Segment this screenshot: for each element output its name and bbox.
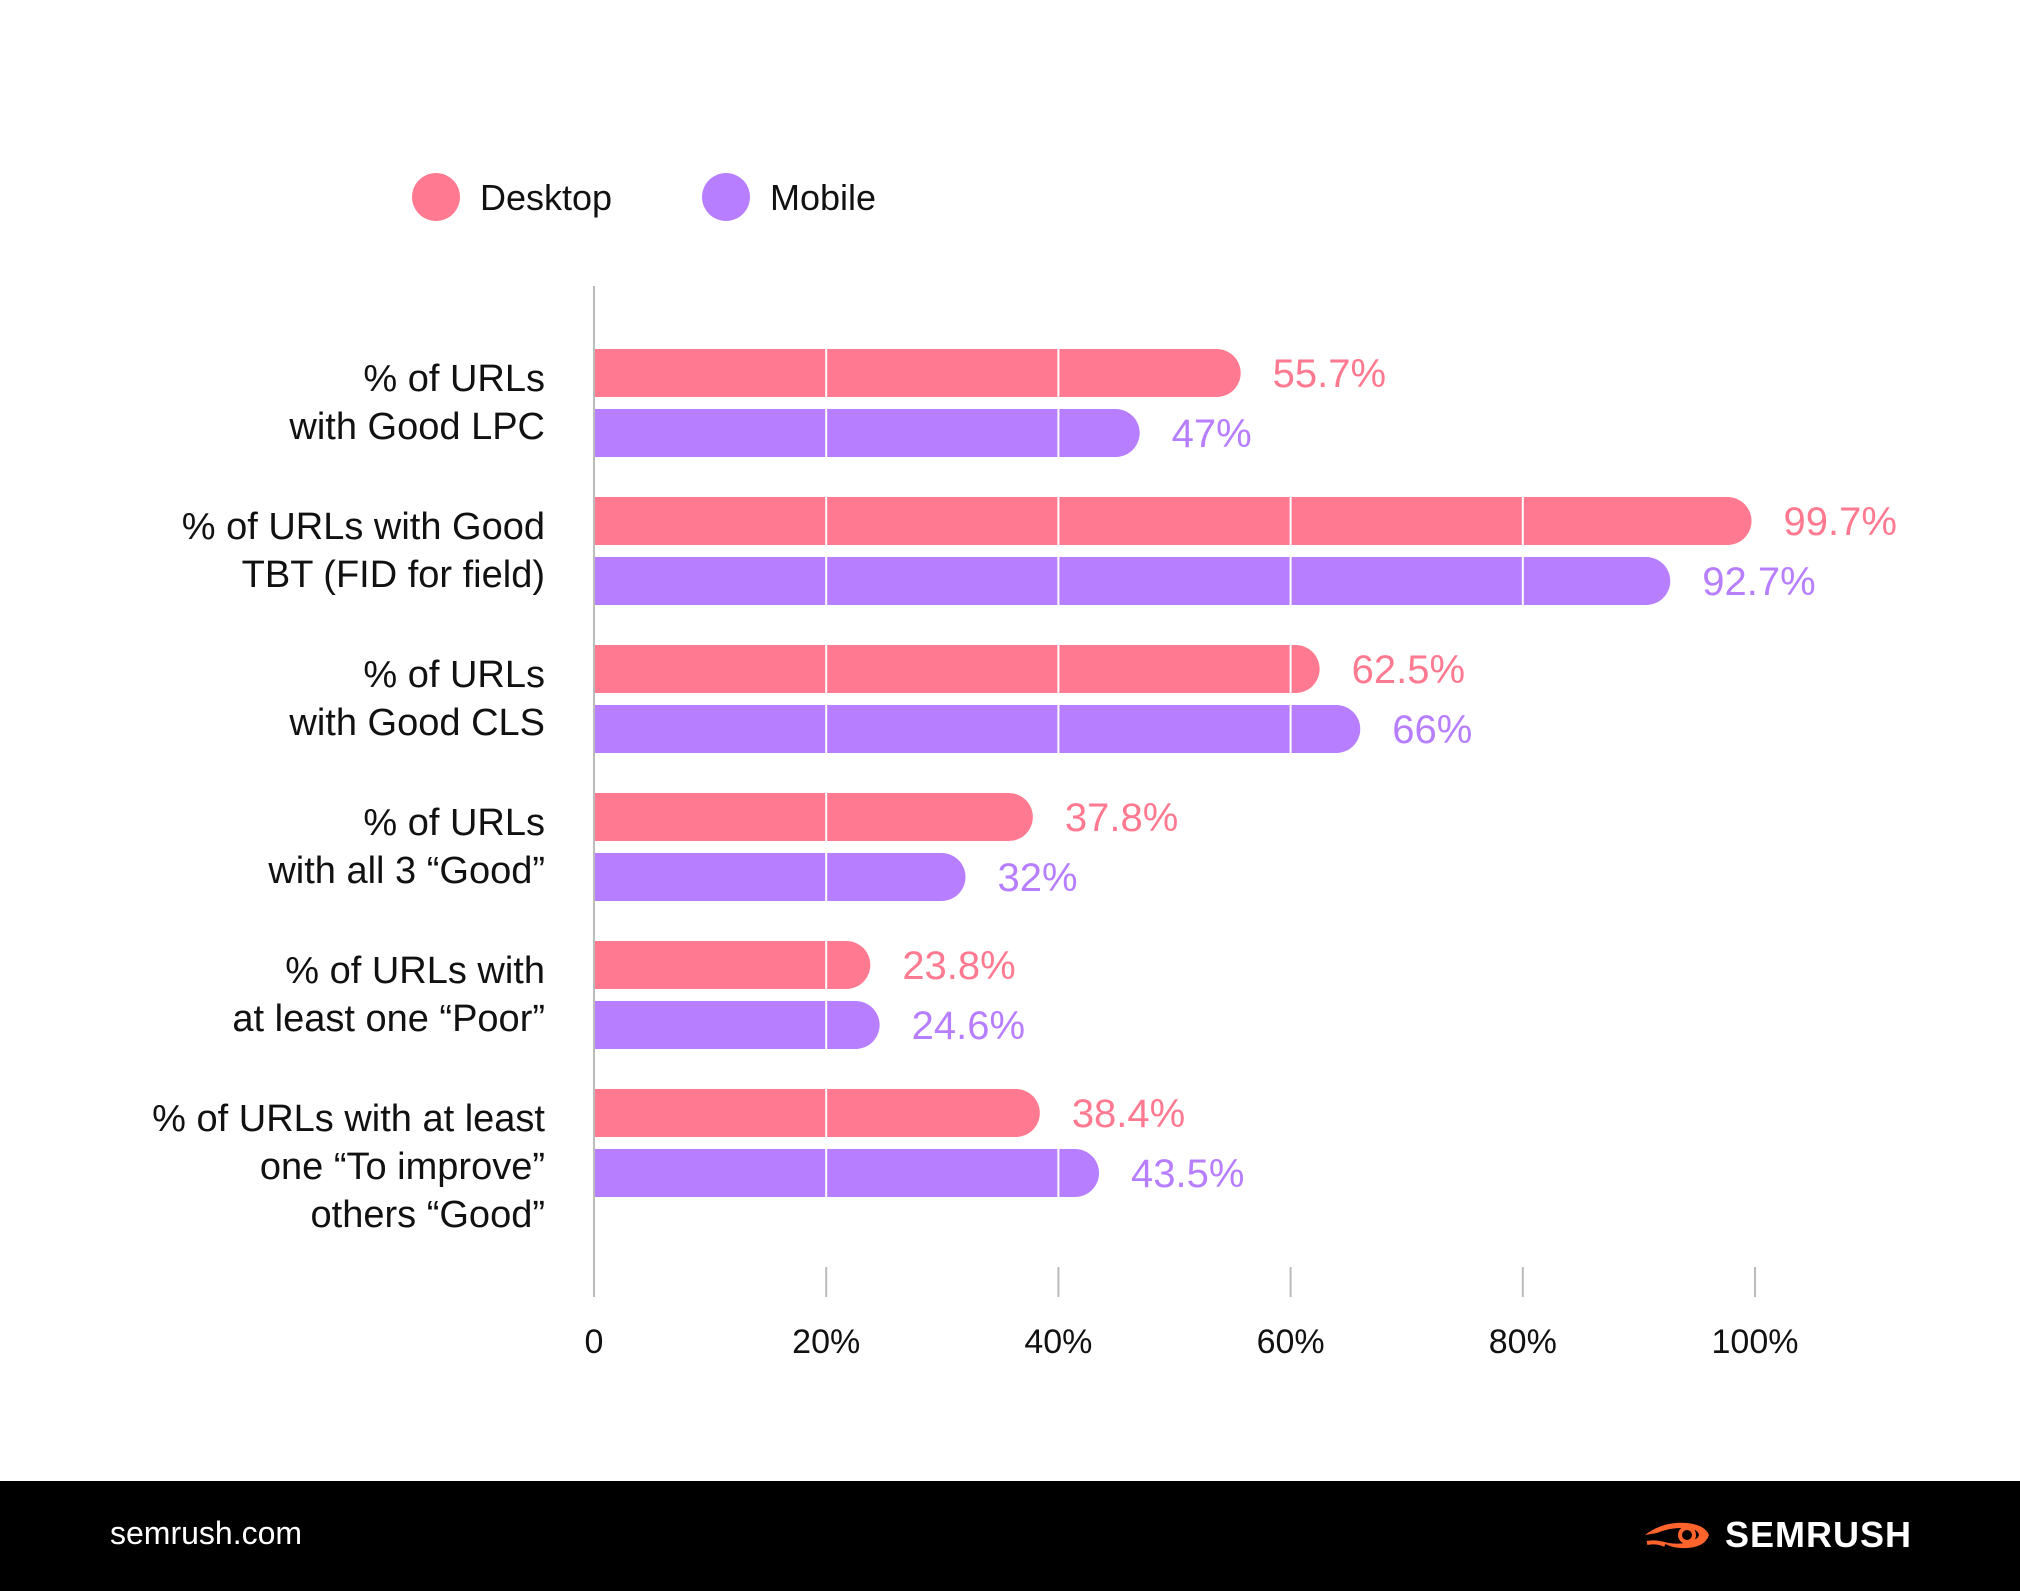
legend-swatch-desktop: [412, 173, 460, 221]
x-axis: 0 20% 40% 60% 80% 100%: [585, 286, 1799, 1361]
x-tick-label-1: 20%: [792, 1323, 860, 1361]
legend-swatch-mobile: [702, 173, 750, 221]
category-labels: % of URLs with Good LPC % of URLs with Goo…: [152, 358, 545, 1236]
chart-legend: Desktop Mobile: [412, 173, 876, 221]
bar-desktop-4: [594, 941, 871, 989]
category-label-5: % of URLs with at least one “To improve” o…: [152, 1098, 545, 1236]
value-label-mobile-3: 32%: [998, 856, 1078, 900]
grid-lines: [825, 286, 1756, 1205]
semrush-logo: SEMRUSH: [1643, 1507, 1912, 1563]
category-label-2: % of URLs with Good CLS: [288, 654, 545, 744]
value-label-mobile-2: 66%: [1392, 708, 1472, 752]
value-label-desktop-1: 99.7%: [1784, 500, 1897, 544]
bar-mobile-5: [594, 1149, 1100, 1197]
bar-mobile-2: [594, 705, 1361, 753]
bar-mobile-3: [594, 853, 966, 901]
value-label-desktop-4: 23.8%: [902, 944, 1015, 988]
x-tick-label-2: 40%: [1024, 1323, 1092, 1361]
bar-chart: Desktop Mobile 0 20% 40% 60% 80% 100% % of URL…: [152, 173, 1897, 1361]
category-label-3: % of URLs with all 3 “Good”: [267, 802, 545, 892]
category-label-4: % of URLs with at least one “Poor”: [232, 950, 545, 1040]
category-label-1: % of URLs with Good TBT (FID for field): [182, 506, 545, 596]
bar-desktop-3: [594, 793, 1033, 841]
value-label-mobile-0: 47%: [1172, 412, 1252, 456]
value-label-mobile-1: 92.7%: [1702, 560, 1815, 604]
bar-desktop-2: [594, 645, 1320, 693]
semrush-flame-icon: [1644, 1522, 1709, 1549]
value-label-mobile-5: 43.5%: [1131, 1152, 1244, 1196]
x-tick-label-5: 100%: [1712, 1323, 1799, 1361]
bar-desktop-0: [594, 349, 1241, 397]
x-tick-label-0: 0: [585, 1323, 604, 1361]
bar-desktop-5: [594, 1089, 1040, 1137]
bar-mobile-1: [594, 557, 1671, 605]
value-label-desktop-0: 55.7%: [1273, 352, 1386, 396]
value-label-mobile-4: 24.6%: [912, 1004, 1025, 1048]
footer-url: semrush.com: [110, 1515, 303, 1551]
x-tick-label-3: 60%: [1257, 1323, 1325, 1361]
bar-mobile-4: [594, 1001, 880, 1049]
legend-label-mobile: Mobile: [770, 177, 876, 218]
bar-mobile-0: [594, 409, 1140, 457]
value-labels: 55.7% 99.7% 62.5% 37.8% 23.8% 38.4% 47% 92.7% 66…: [902, 352, 1897, 1196]
value-label-desktop-3: 37.8%: [1065, 796, 1178, 840]
category-label-0: % of URLs with Good LPC: [288, 358, 545, 448]
value-label-desktop-2: 62.5%: [1352, 648, 1465, 692]
bar-desktop-1: [594, 497, 1752, 545]
x-tick-label-4: 80%: [1489, 1323, 1557, 1361]
bars: [594, 349, 1752, 1197]
footer-brand: SEMRUSH: [1724, 1514, 1912, 1555]
legend-label-desktop: Desktop: [480, 177, 612, 218]
value-label-desktop-5: 38.4%: [1072, 1092, 1185, 1136]
footer-bar: semrush.com SEMRUSH: [0, 1481, 2020, 1591]
